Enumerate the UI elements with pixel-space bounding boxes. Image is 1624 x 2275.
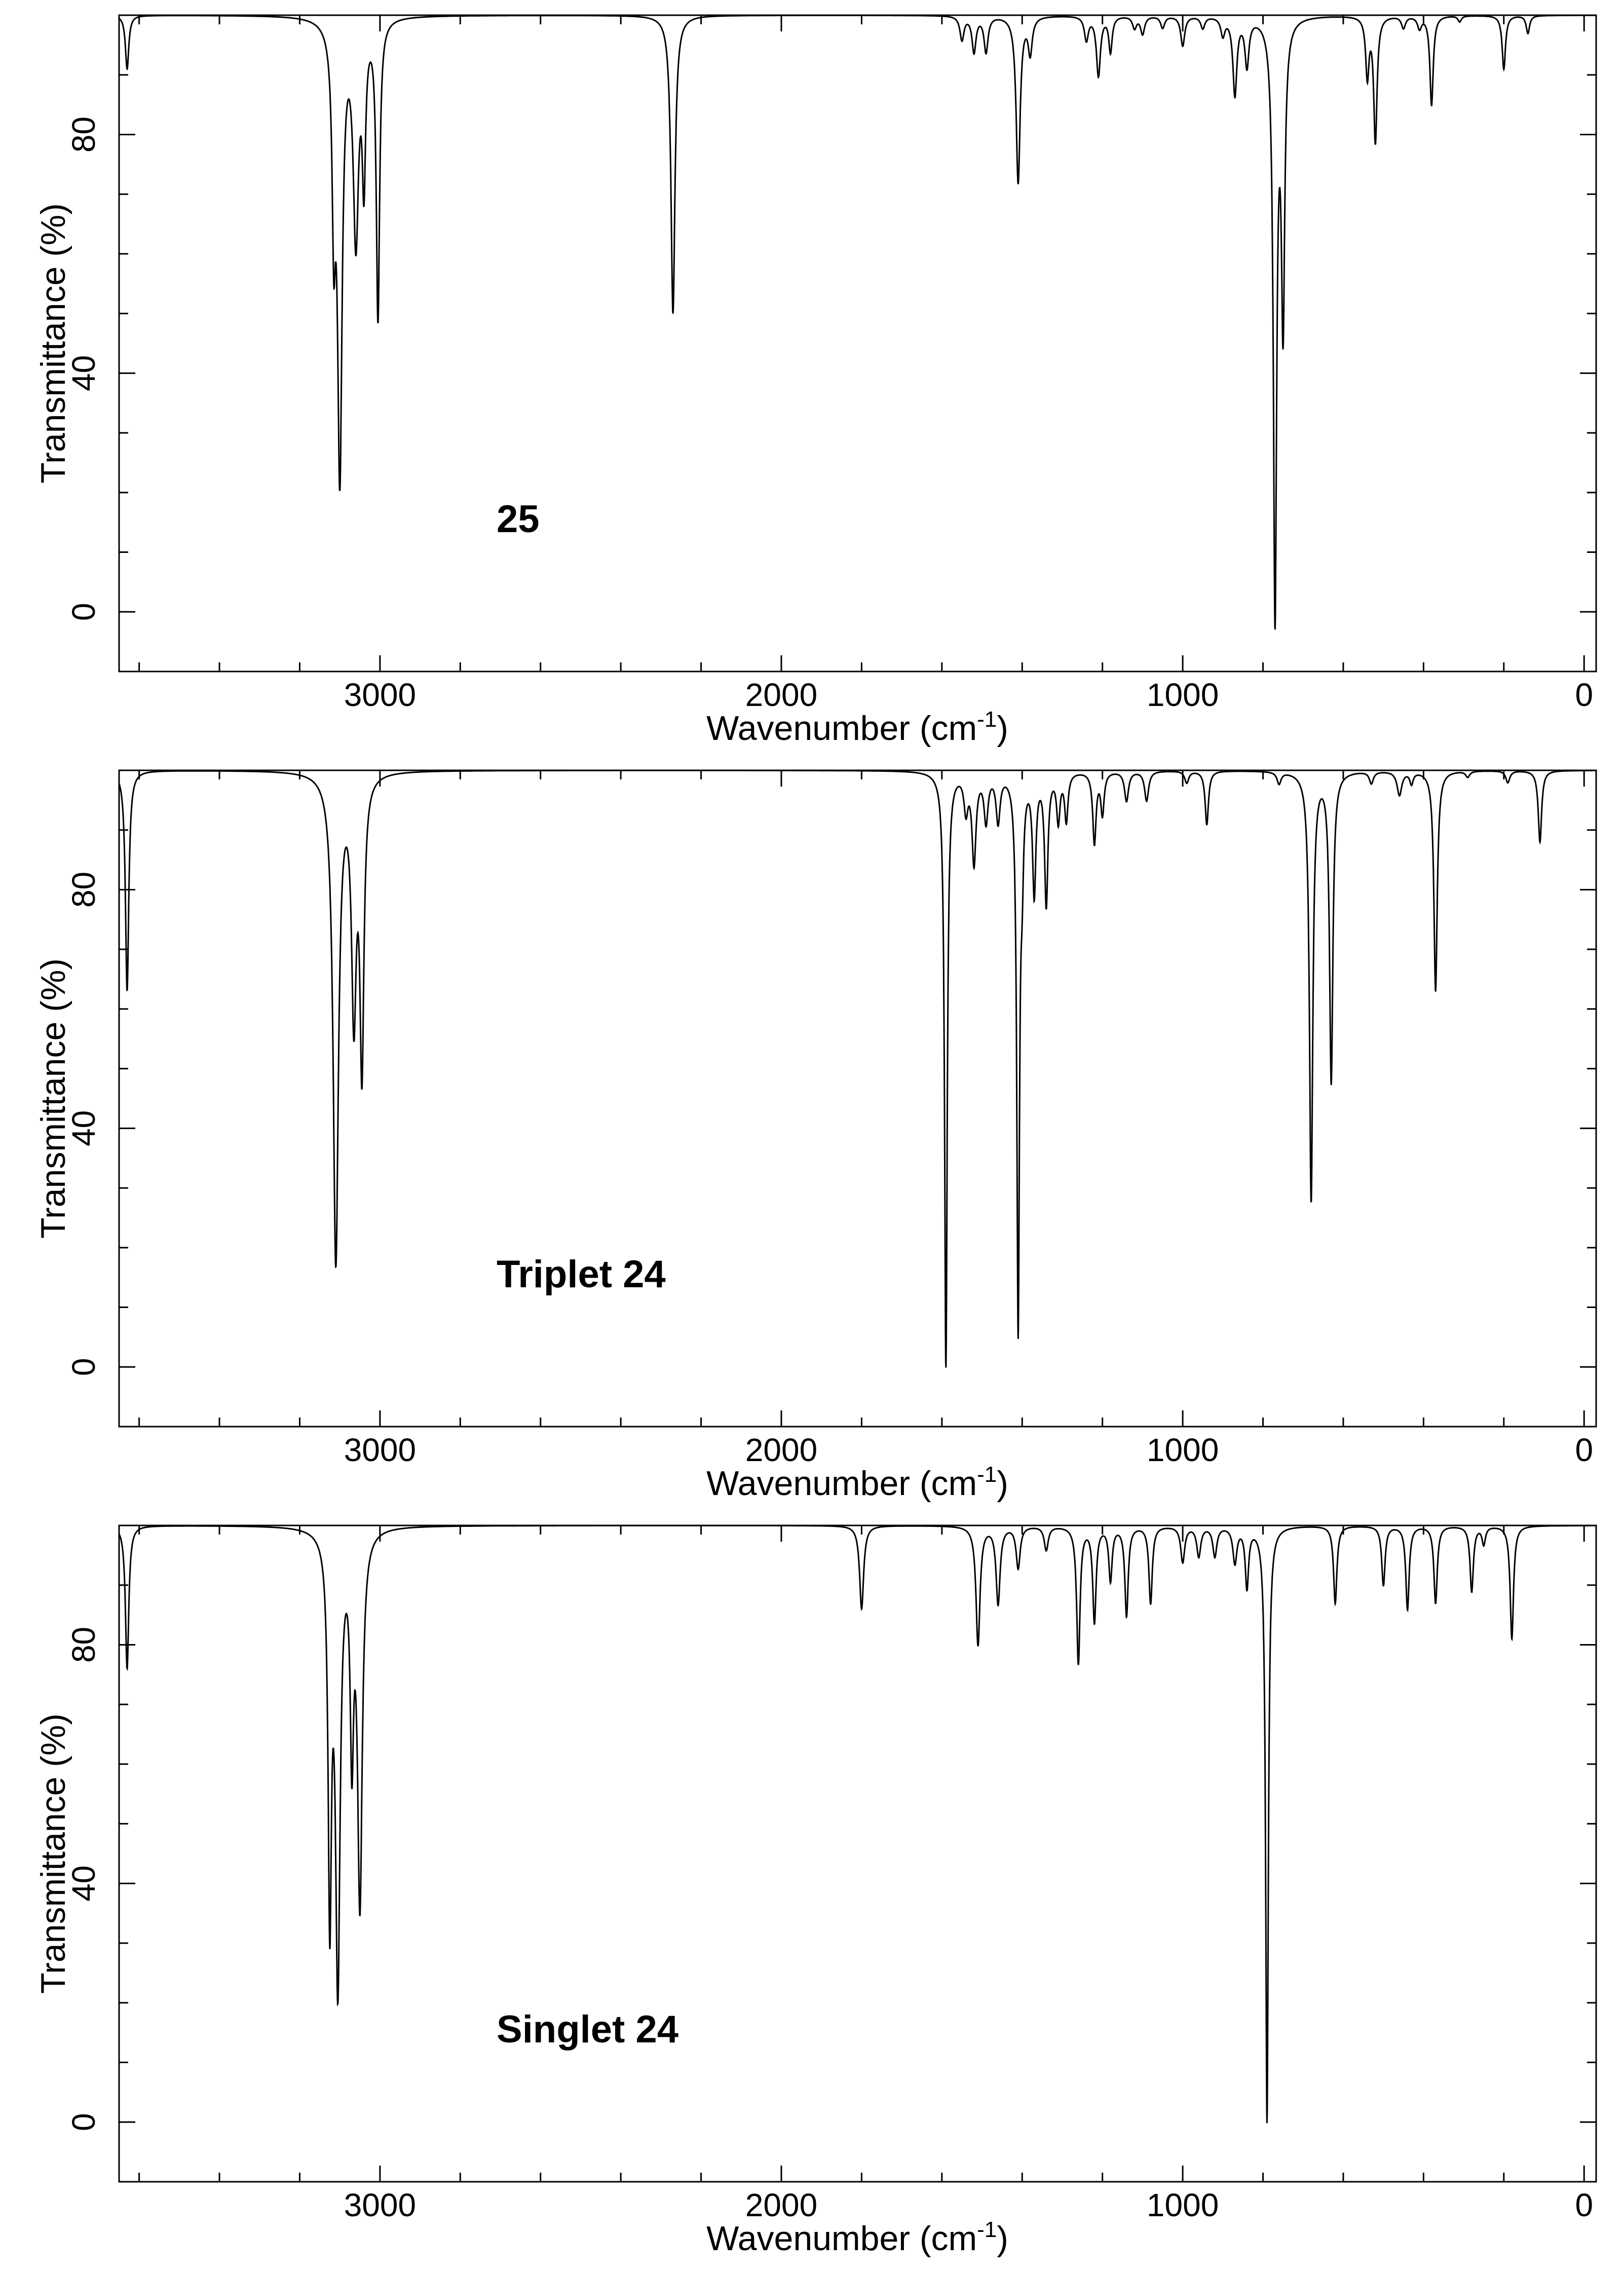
ir-spectrum-panel-triplet-24: 3000 2000 1000 0 0 40 80 Transmittance (%) Waven… — [34, 769, 1597, 1503]
y-tick-label: 40 — [65, 1866, 102, 1901]
y-tick-label: 0 — [65, 2113, 102, 2131]
y-axis-title: Transmittance (%) — [34, 1713, 72, 1994]
panel-label: 25 — [497, 498, 540, 541]
x-tick-label: 1000 — [1147, 677, 1219, 713]
x-axis-title-main: Wavenumber (cm — [706, 709, 977, 748]
x-tick-label: 1000 — [1147, 1432, 1219, 1468]
ir-spectrum-panel-singlet-24: 3000 2000 1000 0 0 40 80 Transmittance (%) Waven… — [34, 1524, 1597, 2258]
x-axis-title-main: Wavenumber (cm — [706, 2219, 977, 2258]
x-axis-title-superscript: -1 — [977, 1462, 997, 1487]
x-tick-label: 3000 — [344, 1432, 416, 1468]
x-tick-label: 1000 — [1147, 2187, 1219, 2223]
panel-label: Triplet 24 — [497, 1253, 666, 1296]
x-axis-title-superscript: -1 — [977, 707, 997, 732]
y-tick-label: 0 — [65, 603, 102, 621]
x-tick-label: 0 — [1575, 2187, 1593, 2223]
x-tick-label: 2000 — [745, 677, 817, 713]
plot-frame — [118, 14, 1597, 673]
x-tick-label: 3000 — [344, 677, 416, 713]
y-tick-label: 0 — [65, 1358, 102, 1376]
x-axis-title-close: ) — [997, 2219, 1008, 2258]
plot-frame — [118, 769, 1597, 1428]
x-tick-label: 0 — [1575, 1432, 1593, 1468]
x-tick-label: 2000 — [745, 1432, 817, 1468]
x-axis-title: Wavenumber (cm-1) — [706, 1462, 1008, 1503]
y-tick-label: 80 — [65, 872, 102, 908]
plot-frame — [118, 1524, 1597, 2183]
y-tick-label: 40 — [65, 1110, 102, 1146]
ir-spectrum-panel-25: 3000 2000 1000 0 0 40 80 Transmittance (%) Waven… — [34, 14, 1597, 748]
x-tick-label: 0 — [1575, 677, 1593, 713]
spectrum-line — [118, 769, 1596, 1368]
y-axis-title: Transmittance (%) — [34, 203, 72, 483]
x-tick-label: 2000 — [745, 2187, 817, 2223]
x-tick-label: 3000 — [344, 2187, 416, 2223]
y-tick-label: 80 — [65, 117, 102, 153]
y-axis-title: Transmittance (%) — [34, 958, 72, 1239]
x-axis-title: Wavenumber (cm-1) — [706, 707, 1008, 748]
y-tick-label: 40 — [65, 355, 102, 391]
x-axis-title: Wavenumber (cm-1) — [706, 2217, 1008, 2258]
y-tick-label: 80 — [65, 1627, 102, 1663]
x-axis-title-main: Wavenumber (cm — [706, 1464, 977, 1503]
x-axis-title-close: ) — [997, 1464, 1008, 1503]
x-axis-title-superscript: -1 — [977, 2217, 997, 2242]
spectrum-line — [118, 1524, 1596, 2123]
x-axis-title-close: ) — [997, 709, 1008, 748]
panel-label: Singlet 24 — [497, 2008, 678, 2051]
spectrum-line — [119, 14, 1596, 630]
